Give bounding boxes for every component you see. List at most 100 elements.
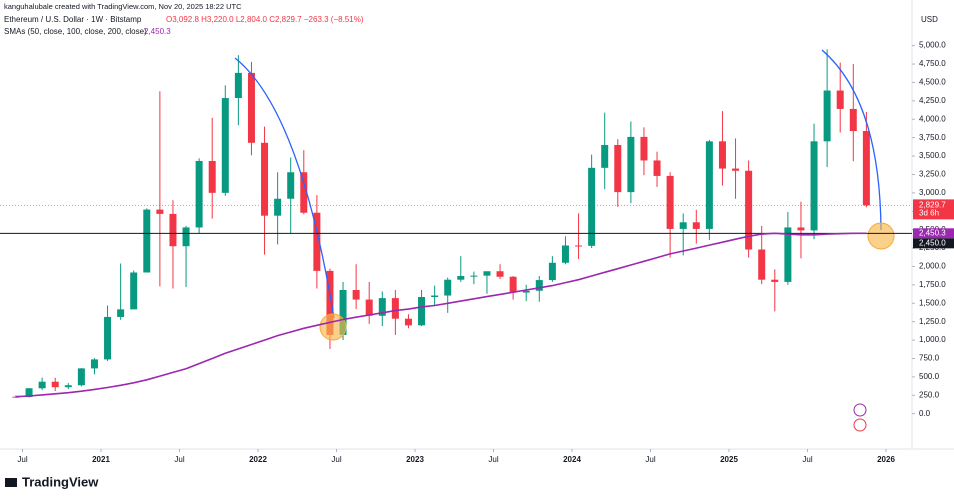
- candle-body: [836, 90, 844, 109]
- candle-body: [575, 245, 583, 247]
- y-tick-label: 3,000.0: [919, 188, 946, 197]
- candle-body: [601, 145, 609, 168]
- candle-body: [404, 318, 412, 326]
- candle-body: [444, 279, 452, 296]
- x-tick-label: Jul: [802, 455, 812, 464]
- candle-body: [614, 145, 622, 193]
- candle-body: [326, 270, 334, 335]
- event-icon[interactable]: [853, 403, 867, 417]
- candle-body: [90, 359, 98, 369]
- candle-body: [653, 160, 661, 176]
- y-tick-label: 750.0: [919, 354, 940, 363]
- sma-price: 2,450.3: [919, 228, 946, 237]
- candle-body: [51, 381, 59, 388]
- y-tick-label: 5,000.0: [919, 41, 946, 50]
- x-tick-label: Jul: [174, 455, 184, 464]
- brand: TradingView: [5, 474, 99, 489]
- candle-body: [247, 72, 255, 143]
- candle-body: [156, 209, 164, 214]
- y-tick-label: 1,500.0: [919, 298, 946, 307]
- candle-body: [77, 368, 85, 386]
- candle-body: [117, 309, 125, 317]
- candle-body: [221, 98, 229, 193]
- y-tick-label: 1,250.0: [919, 317, 946, 326]
- candle-body: [25, 388, 33, 398]
- x-tick-label: 2025: [720, 455, 738, 464]
- candle-body: [548, 262, 556, 281]
- last-price-tag: [913, 199, 954, 220]
- indicator-value: 2,450.3: [144, 27, 171, 36]
- candle-body: [457, 276, 465, 280]
- candle-body: [561, 245, 569, 263]
- candle-body: [391, 298, 399, 319]
- x-tick-label: 2026: [877, 455, 895, 464]
- y-tick-label: 3,500.0: [919, 151, 946, 160]
- y-tick-label: 4,750.0: [919, 59, 946, 68]
- candle-body: [849, 108, 857, 132]
- candle-body: [182, 227, 190, 247]
- event-icon[interactable]: [853, 418, 867, 432]
- y-tick-label: 250.0: [919, 390, 940, 399]
- arc-annotation: [821, 49, 882, 231]
- candle-body: [679, 222, 687, 229]
- candle-body: [274, 198, 282, 216]
- credit: kanguhalubale created with TradingView.c…: [4, 2, 242, 11]
- candle-body: [666, 175, 674, 229]
- candle-body: [287, 172, 295, 199]
- candle-body: [365, 299, 373, 316]
- candle-body: [470, 275, 478, 277]
- y-tick-label: 3,750.0: [919, 133, 946, 142]
- candle-body: [418, 297, 426, 326]
- arc-annotation: [234, 57, 335, 319]
- candle-body: [378, 298, 386, 316]
- candle-body: [823, 90, 831, 142]
- ohlc: O3,092.8 H3,220.0 L2,804.0 C2,829.7 −263…: [166, 15, 364, 24]
- y-tick-label: 1,000.0: [919, 335, 946, 344]
- candle-body: [208, 160, 216, 193]
- candle-body: [758, 249, 766, 280]
- last-price: 2,829.7: [919, 200, 946, 209]
- candle-body: [732, 168, 740, 171]
- candle-body: [104, 316, 112, 360]
- brand-name: TradingView: [22, 474, 99, 489]
- y-tick-label: 4,250.0: [919, 96, 946, 105]
- x-tick-label: 2022: [249, 455, 267, 464]
- candle-body: [810, 141, 818, 231]
- sma-line: [15, 232, 867, 398]
- candle-body: [339, 290, 347, 335]
- x-tick-label: 2023: [406, 455, 424, 464]
- candle-body: [640, 136, 648, 161]
- y-tick-label: 4,500.0: [919, 78, 946, 87]
- x-tick-label: Jul: [17, 455, 27, 464]
- y-tick-label: 0.0: [919, 409, 931, 418]
- x-tick-label: Jul: [645, 455, 655, 464]
- y-tick-label: 500.0: [919, 372, 940, 381]
- candle-body: [692, 222, 700, 229]
- candle-body: [705, 141, 713, 229]
- candle-body: [483, 271, 491, 276]
- logo: [5, 478, 17, 487]
- x-tick-label: 2024: [563, 455, 581, 464]
- candle-body: [234, 72, 242, 99]
- x-tick-label: 2021: [92, 455, 110, 464]
- candle-body: [38, 381, 46, 389]
- candle-body: [169, 213, 177, 247]
- candle-body: [12, 396, 20, 398]
- candle-body: [496, 271, 504, 277]
- candle-body: [784, 227, 792, 282]
- candle-body: [588, 167, 596, 246]
- candle-body: [431, 295, 439, 298]
- candle-body: [522, 290, 530, 293]
- candle-body: [130, 272, 138, 310]
- hline-price: 2,450.0: [919, 238, 946, 247]
- candle-body: [745, 170, 753, 250]
- candle-body: [771, 279, 779, 282]
- highlight-circle: [319, 313, 347, 341]
- candle-body: [509, 276, 517, 293]
- currency: USD: [921, 15, 938, 24]
- highlight-circle: [867, 222, 895, 250]
- x-tick-label: Jul: [488, 455, 498, 464]
- y-tick-label: 1,750.0: [919, 280, 946, 289]
- plot-area: [12, 49, 870, 398]
